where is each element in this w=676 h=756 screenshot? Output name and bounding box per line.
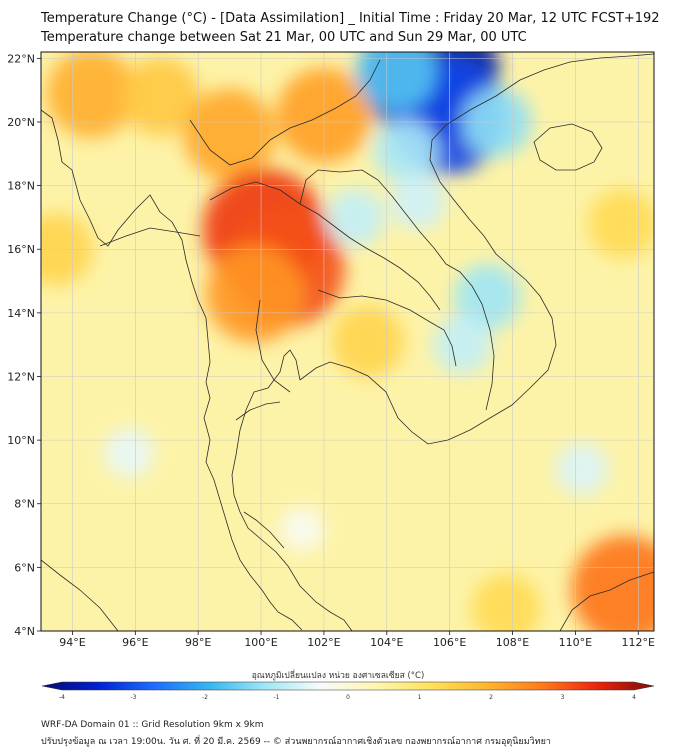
anomaly-11 xyxy=(373,118,438,183)
map-area xyxy=(41,52,654,631)
temperature-change-map: 94°E 96°E 98°E 100°E 102°E 104°E 106°E 108°E 110… xyxy=(7,51,655,701)
lat-tick-label: 22°N xyxy=(7,52,35,65)
anomaly-0 xyxy=(46,52,136,138)
lat-tick-label: 18°N xyxy=(7,180,35,193)
anomaly-12 xyxy=(326,188,385,247)
lon-tick-label: 110°E xyxy=(559,636,592,649)
anomaly-20 xyxy=(571,535,654,631)
colorbar-tick-label: 3 xyxy=(561,694,565,701)
anomaly-6 xyxy=(205,244,304,343)
coastlines-and-borders xyxy=(41,53,654,631)
colorbar-title: อุณหภูมิเปลี่ยนแปลง หน่วย องศาเซลเซียส (… xyxy=(251,671,425,681)
lon-tick-label: 104°E xyxy=(370,636,403,649)
chart-title: Temperature Change (°C) - [Data Assimila… xyxy=(41,11,660,26)
colorbar: -4 -3 -2 -1 0 1 2 3 4 xyxy=(41,681,655,701)
lon-tick-label: 112°E xyxy=(622,636,655,649)
lon-tick-label: 106°E xyxy=(433,636,466,649)
anomaly-13 xyxy=(390,173,447,230)
colorbar-tick-label: 4 xyxy=(632,694,636,701)
colorbar-tick-label: 0 xyxy=(346,694,350,701)
lat-tick-label: 10°N xyxy=(7,434,35,447)
map-frame xyxy=(40,51,655,632)
lat-tick-label: 14°N xyxy=(7,307,35,320)
axis-ticks: 94°E 96°E 98°E 100°E 102°E 104°E 106°E 108°E 110… xyxy=(7,52,655,649)
lat-tick-label: 4°N xyxy=(14,625,35,638)
lon-tick-label: 96°E xyxy=(122,636,148,649)
colorbar-tick-label: -2 xyxy=(202,694,208,701)
lat-tick-label: 20°N xyxy=(7,116,35,129)
colorbar-tick-label: -1 xyxy=(274,694,280,701)
lon-tick-label: 98°E xyxy=(185,636,211,649)
anomaly-19 xyxy=(331,305,405,378)
lat-tick-label: 12°N xyxy=(7,370,35,383)
anomaly-2 xyxy=(183,88,276,181)
update-credit: ปรับปรุงข้อมูล ณ เวลา 19:00น. วัน ศ. ที่… xyxy=(41,737,551,747)
anomaly-21 xyxy=(471,573,542,631)
anomaly-1 xyxy=(121,57,200,136)
lat-tick-label: 6°N xyxy=(14,561,35,574)
model-info: WRF-DA Domain 01 :: Grid Resolution 9km … xyxy=(41,720,264,730)
colorbar-tick-label: -3 xyxy=(131,694,137,701)
anomaly-15 xyxy=(433,315,492,374)
colorbar-gradient xyxy=(41,681,655,691)
colorbar-tick-label: 2 xyxy=(489,694,493,701)
lon-tick-label: 108°E xyxy=(496,636,529,649)
lat-tick-label: 8°N xyxy=(14,498,35,511)
anomaly-9 xyxy=(355,52,437,112)
anomaly-17 xyxy=(555,442,609,496)
colorbar-tick-label: 1 xyxy=(418,694,422,701)
chart-subtitle: Temperature change between Sat 21 Mar, 0… xyxy=(41,30,527,45)
anomaly-14 xyxy=(453,263,521,331)
colorbar-tick-label: -4 xyxy=(59,694,65,701)
lon-tick-label: 94°E xyxy=(59,636,85,649)
anomaly-16 xyxy=(104,427,155,478)
anomaly-18 xyxy=(279,506,325,552)
lon-tick-label: 102°E xyxy=(307,636,340,649)
colorbar-ticks: -4 -3 -2 -1 0 1 2 3 4 xyxy=(59,694,636,701)
lat-tick-label: 16°N xyxy=(7,243,35,256)
anomaly-23 xyxy=(587,189,654,259)
lon-tick-label: 100°E xyxy=(244,636,277,649)
